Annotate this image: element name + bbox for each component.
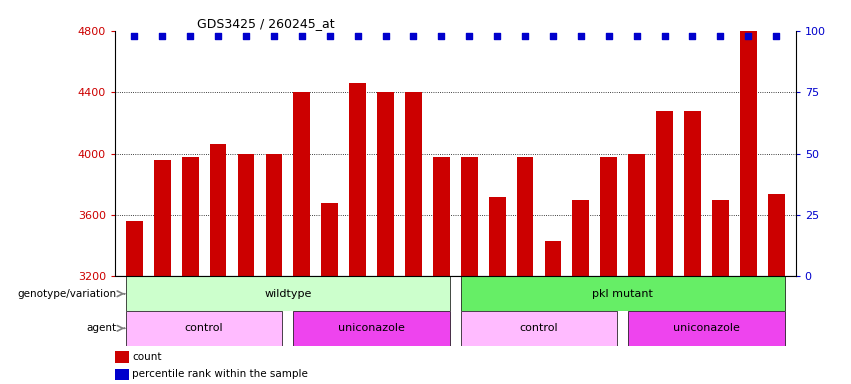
Point bbox=[239, 33, 253, 39]
Text: percentile rank within the sample: percentile rank within the sample bbox=[132, 369, 308, 379]
Bar bbox=[628, 311, 785, 346]
Bar bbox=[628, 154, 645, 276]
Bar bbox=[461, 157, 477, 276]
Text: genotype/variation: genotype/variation bbox=[17, 289, 117, 299]
Point bbox=[574, 33, 588, 39]
Point bbox=[156, 33, 169, 39]
Point bbox=[658, 33, 671, 39]
Point bbox=[184, 33, 197, 39]
Bar bbox=[433, 157, 449, 276]
Bar bbox=[600, 157, 617, 276]
Bar bbox=[545, 241, 562, 276]
Bar bbox=[266, 154, 283, 276]
Text: uniconazole: uniconazole bbox=[673, 323, 740, 333]
Point bbox=[435, 33, 448, 39]
Text: agent: agent bbox=[86, 323, 117, 333]
Point bbox=[407, 33, 420, 39]
Point bbox=[128, 33, 141, 39]
Bar bbox=[126, 221, 143, 276]
Bar bbox=[294, 311, 449, 346]
Bar bbox=[349, 83, 366, 276]
Bar bbox=[115, 351, 129, 363]
Bar bbox=[115, 369, 129, 380]
Text: GDS3425 / 260245_at: GDS3425 / 260245_at bbox=[197, 17, 334, 30]
Bar bbox=[154, 160, 171, 276]
Text: control: control bbox=[520, 323, 558, 333]
Bar bbox=[461, 276, 785, 311]
Point bbox=[462, 33, 476, 39]
Point bbox=[686, 33, 700, 39]
Bar bbox=[712, 200, 728, 276]
Bar bbox=[656, 111, 673, 276]
Bar bbox=[294, 92, 311, 276]
Text: uniconazole: uniconazole bbox=[338, 323, 405, 333]
Point bbox=[741, 33, 755, 39]
Point bbox=[267, 33, 281, 39]
Point bbox=[323, 33, 336, 39]
Bar bbox=[768, 194, 785, 276]
Point bbox=[602, 33, 615, 39]
Point bbox=[769, 33, 783, 39]
Bar bbox=[209, 144, 226, 276]
Bar bbox=[405, 92, 422, 276]
Point bbox=[518, 33, 532, 39]
Point bbox=[630, 33, 643, 39]
Bar bbox=[126, 311, 283, 346]
Point bbox=[211, 33, 225, 39]
Bar bbox=[182, 157, 198, 276]
Point bbox=[546, 33, 560, 39]
Bar bbox=[488, 197, 505, 276]
Bar bbox=[517, 157, 534, 276]
Text: control: control bbox=[185, 323, 224, 333]
Bar bbox=[573, 200, 589, 276]
Text: wildtype: wildtype bbox=[264, 289, 311, 299]
Point bbox=[490, 33, 504, 39]
Point bbox=[713, 33, 727, 39]
Bar bbox=[237, 154, 254, 276]
Bar bbox=[377, 92, 394, 276]
Text: pkl mutant: pkl mutant bbox=[592, 289, 653, 299]
Bar bbox=[461, 311, 617, 346]
Bar bbox=[322, 203, 338, 276]
Point bbox=[295, 33, 309, 39]
Text: count: count bbox=[132, 352, 162, 362]
Bar bbox=[740, 31, 757, 276]
Point bbox=[351, 33, 364, 39]
Bar bbox=[684, 111, 701, 276]
Point bbox=[379, 33, 392, 39]
Bar bbox=[126, 276, 449, 311]
